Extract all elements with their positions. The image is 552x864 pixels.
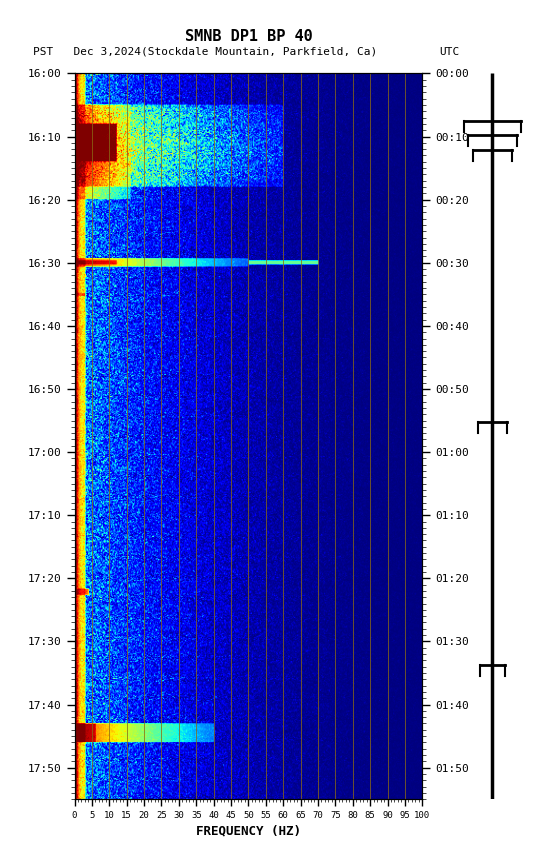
- Text: PST   Dec 3,2024(Stockdale Mountain, Parkfield, Ca): PST Dec 3,2024(Stockdale Mountain, Parkf…: [33, 47, 378, 57]
- Text: UTC: UTC: [439, 47, 459, 57]
- Text: SMNB DP1 BP 40: SMNB DP1 BP 40: [184, 29, 312, 44]
- X-axis label: FREQUENCY (HZ): FREQUENCY (HZ): [196, 824, 301, 837]
